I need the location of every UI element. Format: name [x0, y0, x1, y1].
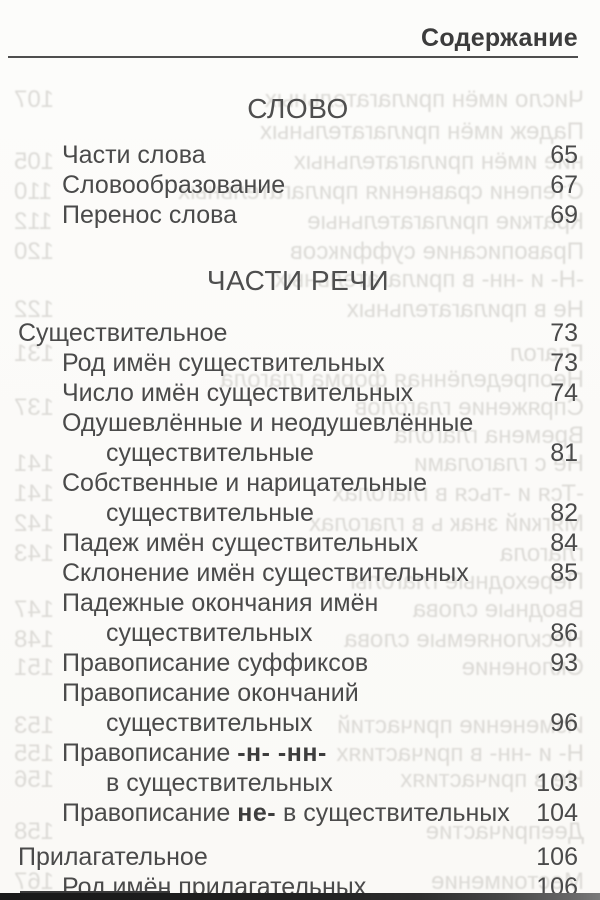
- toc-page-number: 81: [550, 439, 578, 467]
- toc-entry-label: Существительное: [18, 318, 227, 348]
- toc-page-number: 106: [536, 843, 578, 871]
- toc-page-number: 96: [550, 709, 578, 737]
- toc-entry-text: существительных: [106, 619, 313, 647]
- toc-entry-label: существительных: [18, 708, 313, 738]
- toc-row: Одушевлённые и неодушевлённые: [18, 408, 578, 438]
- toc-entry-text: Прилагательное: [18, 843, 208, 871]
- toc-page-number: 69: [550, 201, 578, 229]
- toc-entry-label: Правописание -н- -нн-: [18, 738, 327, 768]
- toc-row: в существительных 103: [18, 768, 578, 798]
- toc-entry-label: Число имён существительных: [18, 378, 413, 408]
- toc-page-number: 73: [550, 319, 578, 347]
- header-rule: [8, 56, 578, 58]
- toc-entry-text: в существительных: [106, 769, 333, 797]
- toc-row: Склонение имён существительных 85: [18, 558, 578, 588]
- toc-entry-text: Правописание: [62, 739, 238, 767]
- section-heading-chasti-rechi: ЧАСТИ РЕЧИ: [206, 265, 390, 296]
- toc-row: Части слова 65: [18, 140, 578, 170]
- toc-entry-label: в существительных: [18, 768, 333, 798]
- toc-page-number: 93: [550, 649, 578, 677]
- toc-entry-text: Число имён существительных: [62, 379, 414, 407]
- toc-entry-text: существительных: [106, 709, 313, 737]
- toc-row: Собственные и нарицательные: [18, 468, 578, 498]
- toc-row: существительных 86: [18, 618, 578, 648]
- toc-page-number: 82: [550, 499, 578, 527]
- toc-entry-text: Одушевлённые и неодушевлённые: [62, 409, 474, 437]
- toc-entry-label: Род имён существительных: [18, 348, 385, 378]
- toc-entry-label: существительные: [18, 438, 314, 468]
- toc-row: Прилагательное 106: [18, 842, 578, 872]
- toc-row: Род имён существительных 73: [18, 348, 578, 378]
- toc-page-number: 73: [550, 349, 578, 377]
- toc-entry-label: Словообразование: [18, 170, 285, 200]
- toc-row: Существительное 73: [18, 318, 578, 348]
- toc-entry-text: Склонение имён существительных: [62, 559, 469, 587]
- toc-entry-text: существительные: [106, 439, 314, 467]
- toc-entry-text: Падежные окончания имён: [62, 589, 379, 617]
- toc-row: Число имён существительных 74: [18, 378, 578, 408]
- toc-entry-text: Падеж имён существительных: [62, 529, 419, 557]
- toc-page-number: 86: [550, 619, 578, 647]
- toc-entry-bold-fragment: не-: [237, 799, 277, 827]
- toc-entry-label: Склонение имён существительных: [18, 558, 469, 588]
- toc-row: Словообразование 67: [18, 170, 578, 200]
- toc-entry-label: Правописание не- в существительных: [18, 798, 510, 828]
- toc-entry-text: Правописание окончаний: [62, 679, 359, 707]
- toc-row: Правописание суффиксов 93: [18, 648, 578, 678]
- toc-entry-label: Падежные окончания имён: [18, 588, 378, 618]
- toc-section-slovo: Части слова 65 Словообразование 67 Перенос с…: [18, 140, 578, 230]
- toc-page-number: 84: [550, 529, 578, 557]
- toc-row: Перенос слова 69: [18, 200, 578, 230]
- toc-entry-text: Правописание: [62, 799, 238, 827]
- toc-page-number: 104: [536, 799, 578, 827]
- toc-entry-label: Перенос слова: [18, 200, 237, 230]
- toc-entry-text: Существительное: [18, 319, 228, 347]
- toc-row: Падежные окончания имён: [18, 588, 578, 618]
- toc-entry-label: Правописание окончаний: [18, 678, 359, 708]
- toc-row: Правописание не- в существительных 104: [18, 798, 578, 828]
- toc-entry-label: Правописание суффиксов: [18, 648, 368, 678]
- toc-section-chasti-rechi: Существительное 73 Род имён существительны…: [18, 318, 578, 900]
- toc-entry-text: Перенос слова: [62, 201, 238, 229]
- page-bottom-scan-edge: [0, 891, 600, 900]
- toc-row: Правописание окончаний: [18, 678, 578, 708]
- toc-entry-label: существительные: [18, 498, 314, 528]
- toc-entry-text: Собственные и нарицательные: [62, 469, 427, 497]
- toc-entry-label: Собственные и нарицательные: [18, 468, 427, 498]
- toc-entry-text: Словообразование: [62, 171, 286, 199]
- toc-entry-label: существительных: [18, 618, 313, 648]
- toc-entry-text: существительные: [106, 499, 314, 527]
- toc-entry-label: Части слова: [18, 140, 206, 170]
- toc-row: Правописание -н- -нн-: [18, 738, 578, 768]
- toc-entry-text: Род имён существительных: [62, 349, 385, 377]
- page-header-title: Содержание: [420, 24, 578, 52]
- toc-row: существительные 81: [18, 438, 578, 468]
- toc-page-number: 85: [550, 559, 578, 587]
- toc-row: существительные 82: [18, 498, 578, 528]
- toc-entry-text: Части слова: [62, 141, 206, 169]
- table-of-contents: СЛОВО Части слова 65 Словообразование 67 Пер…: [18, 94, 578, 900]
- toc-entry-label: Прилагательное: [18, 842, 208, 872]
- toc-entry-text: в существительных: [276, 799, 510, 827]
- toc-page-number: 74: [550, 379, 578, 407]
- toc-row: существительных 96: [18, 708, 578, 738]
- toc-page-number: 65: [550, 141, 578, 169]
- toc-entry-text: Правописание суффиксов: [62, 649, 369, 677]
- toc-entry-bold-fragment: -н- -нн-: [237, 739, 327, 767]
- toc-row: Падеж имён существительных 84: [18, 528, 578, 558]
- section-heading-slovo: СЛОВО: [247, 93, 349, 124]
- toc-entry-label: Падеж имён существительных: [18, 528, 418, 558]
- toc-page-number: 67: [550, 171, 578, 199]
- toc-entry-label: Одушевлённые и неодушевлённые: [18, 408, 473, 438]
- toc-page-number: 103: [536, 769, 578, 797]
